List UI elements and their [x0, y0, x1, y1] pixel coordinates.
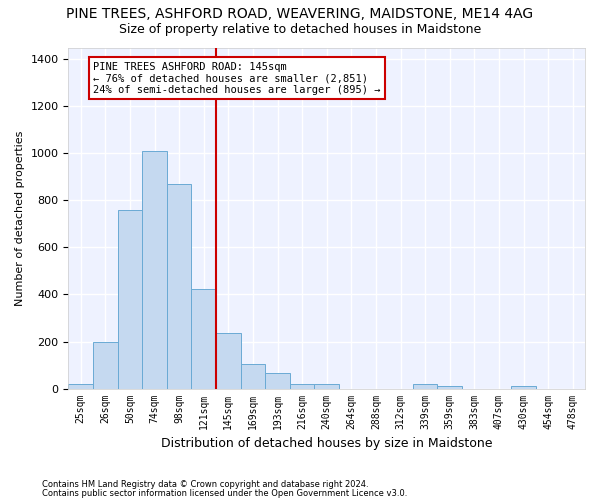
- Bar: [511, 386, 536, 388]
- Text: PINE TREES ASHFORD ROAD: 145sqm
← 76% of detached houses are smaller (2,851)
24%: PINE TREES ASHFORD ROAD: 145sqm ← 76% of…: [93, 62, 380, 95]
- Bar: [167, 184, 191, 388]
- Bar: [93, 342, 118, 388]
- Bar: [118, 210, 142, 388]
- Bar: [191, 288, 216, 388]
- Bar: [413, 384, 437, 388]
- Text: PINE TREES, ASHFORD ROAD, WEAVERING, MAIDSTONE, ME14 4AG: PINE TREES, ASHFORD ROAD, WEAVERING, MAI…: [67, 8, 533, 22]
- Text: Contains public sector information licensed under the Open Government Licence v3: Contains public sector information licen…: [42, 488, 407, 498]
- Y-axis label: Number of detached properties: Number of detached properties: [15, 130, 25, 306]
- Text: Contains HM Land Registry data © Crown copyright and database right 2024.: Contains HM Land Registry data © Crown c…: [42, 480, 368, 489]
- Bar: [68, 384, 93, 388]
- Bar: [314, 384, 339, 388]
- Bar: [241, 364, 265, 388]
- Bar: [142, 151, 167, 388]
- X-axis label: Distribution of detached houses by size in Maidstone: Distribution of detached houses by size …: [161, 437, 493, 450]
- Bar: [216, 334, 241, 388]
- Bar: [290, 384, 314, 388]
- Text: Size of property relative to detached houses in Maidstone: Size of property relative to detached ho…: [119, 22, 481, 36]
- Bar: [265, 372, 290, 388]
- Bar: [437, 386, 462, 388]
